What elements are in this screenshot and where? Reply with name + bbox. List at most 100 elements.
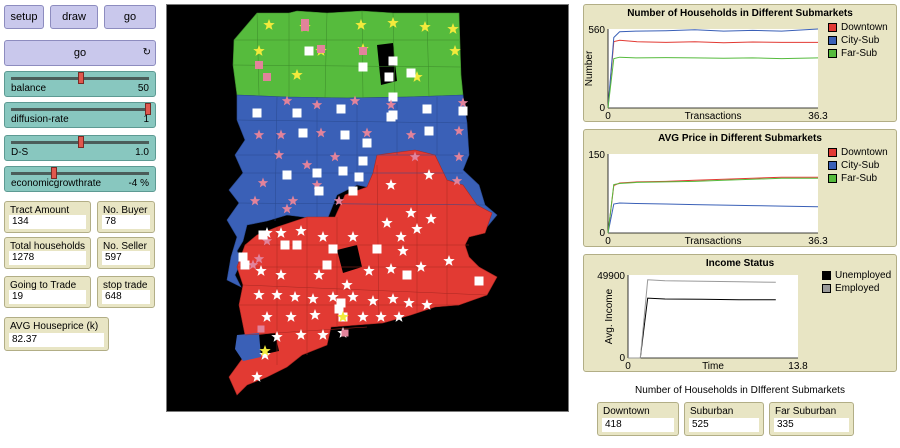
slider-thumb[interactable] — [78, 136, 84, 148]
legend-label: Employed — [835, 283, 880, 294]
x-tick-label: 13.8 — [788, 361, 808, 372]
no-seller-monitor: No. Seller 597 — [97, 237, 155, 269]
going-to-trade-monitor: Going to Trade 19 — [4, 276, 91, 308]
total-households-monitor: Total households 1278 — [4, 237, 91, 269]
plot-title: Number of Households in Different Submar… — [627, 8, 853, 19]
monitor-value: 134 — [9, 215, 86, 229]
white-star-marker — [271, 331, 283, 342]
white-square-marker — [334, 304, 344, 314]
legend-swatch — [822, 284, 831, 293]
white-star-marker — [259, 349, 271, 360]
monitor-value: 1278 — [9, 251, 86, 265]
y-tick-label: 560 — [588, 25, 605, 36]
slider-value: 1 — [143, 114, 149, 125]
pink-star-marker — [409, 151, 421, 162]
white-star-marker — [271, 289, 283, 300]
white-star-marker — [381, 217, 393, 228]
white-star-marker — [309, 309, 321, 320]
white-square-marker — [340, 130, 350, 140]
setup-button[interactable]: setup — [4, 5, 44, 29]
white-star-marker — [255, 265, 267, 276]
yellow-star-marker — [355, 19, 367, 30]
white-star-marker — [357, 311, 369, 322]
white-star-marker — [317, 329, 329, 340]
yellow-star-marker — [259, 345, 271, 356]
monitor-label: Tract Amount — [10, 205, 70, 216]
white-star-marker — [423, 169, 435, 180]
monitor-label: AVG Houseprice (k) — [10, 321, 99, 332]
d-s-slider[interactable]: D-S 1.0 — [4, 135, 156, 161]
slider-track[interactable] — [11, 108, 149, 111]
yellow-star-marker — [337, 311, 349, 322]
pink-star-marker — [453, 151, 465, 162]
pink-star-marker — [349, 95, 361, 106]
monitor-label: No. Seller — [103, 241, 147, 252]
slider-value: -4 % — [128, 178, 149, 189]
white-star-marker — [275, 227, 287, 238]
income-status-plot-canvas: 49900 00 13.8 Time Avg. Income — [597, 271, 808, 372]
draw-button[interactable]: draw — [50, 5, 98, 29]
pink-star-marker — [249, 195, 261, 206]
white-star-marker — [313, 269, 325, 280]
slider-label: D-S — [11, 147, 29, 158]
avg-price-plot-canvas: 150 00 36.3 Transactions — [588, 150, 828, 247]
series-line-far-sub — [607, 177, 818, 234]
y-tick-label: 49900 — [597, 271, 625, 282]
white-star-marker — [385, 263, 397, 274]
white-square-marker — [314, 186, 324, 196]
plot-legend: Downtown City-Sub Far-Sub — [828, 146, 888, 185]
go-forever-button[interactable]: go ↻ — [4, 40, 156, 66]
white-square-marker — [354, 172, 364, 182]
submarkets-heading: Number of Households in DIfferent Submar… — [635, 385, 845, 396]
go-once-button[interactable]: go — [104, 5, 156, 29]
legend-swatch — [828, 49, 837, 58]
legend-swatch — [828, 148, 837, 157]
pink-star-marker — [281, 203, 293, 214]
slider-track[interactable] — [11, 172, 149, 175]
white-square-marker — [322, 260, 332, 270]
white-square-marker — [388, 56, 398, 66]
pink-star-marker — [385, 99, 397, 110]
pink-star-marker — [275, 129, 287, 140]
monitor-label: Going to Trade — [10, 280, 77, 291]
pink-square-marker — [359, 47, 367, 55]
white-star-marker — [253, 289, 265, 300]
white-square-marker — [358, 156, 368, 166]
legend-label: Downtown — [841, 22, 888, 33]
white-square-marker — [328, 244, 338, 254]
slider-thumb[interactable] — [78, 72, 84, 84]
world-view[interactable] — [166, 4, 569, 412]
legend-label: Unemployed — [835, 270, 892, 281]
white-square-marker — [402, 270, 412, 280]
white-star-marker — [251, 371, 263, 382]
white-star-marker — [285, 311, 297, 322]
diffusion-rate-slider[interactable]: diffusion-rate 1 — [4, 102, 156, 128]
white-square-marker — [258, 230, 268, 240]
pink-star-marker — [261, 235, 273, 246]
pink-star-marker — [311, 99, 323, 110]
slider-thumb[interactable] — [51, 167, 58, 179]
pink-star-marker — [253, 129, 265, 140]
monitor-value: 525 — [689, 418, 759, 432]
pink-star-marker — [457, 97, 469, 108]
white-star-marker — [425, 213, 437, 224]
white-star-marker — [261, 227, 273, 238]
slider-thumb[interactable] — [145, 103, 151, 115]
pink-star-marker — [329, 151, 341, 162]
white-star-marker — [341, 279, 353, 290]
x-axis-label: Transactions — [685, 236, 742, 247]
x-tick-label: 36.3 — [808, 111, 828, 122]
slider-label: economicgrowthrate — [11, 178, 102, 189]
yellow-star-marker — [253, 45, 265, 56]
no-buyer-monitor: No. Buyer 78 — [97, 201, 155, 233]
white-square-marker — [406, 68, 416, 78]
slider-label: balance — [11, 83, 47, 94]
white-square-marker — [384, 72, 394, 82]
economicgrowthrate-slider[interactable]: economicgrowthrate -4 % — [4, 166, 156, 192]
white-square-marker — [358, 62, 368, 72]
series-line-downtown — [607, 39, 818, 109]
white-star-marker — [405, 207, 417, 218]
white-star-marker — [375, 311, 387, 322]
white-square-marker — [282, 170, 292, 180]
balance-slider[interactable]: balance 50 — [4, 71, 156, 97]
